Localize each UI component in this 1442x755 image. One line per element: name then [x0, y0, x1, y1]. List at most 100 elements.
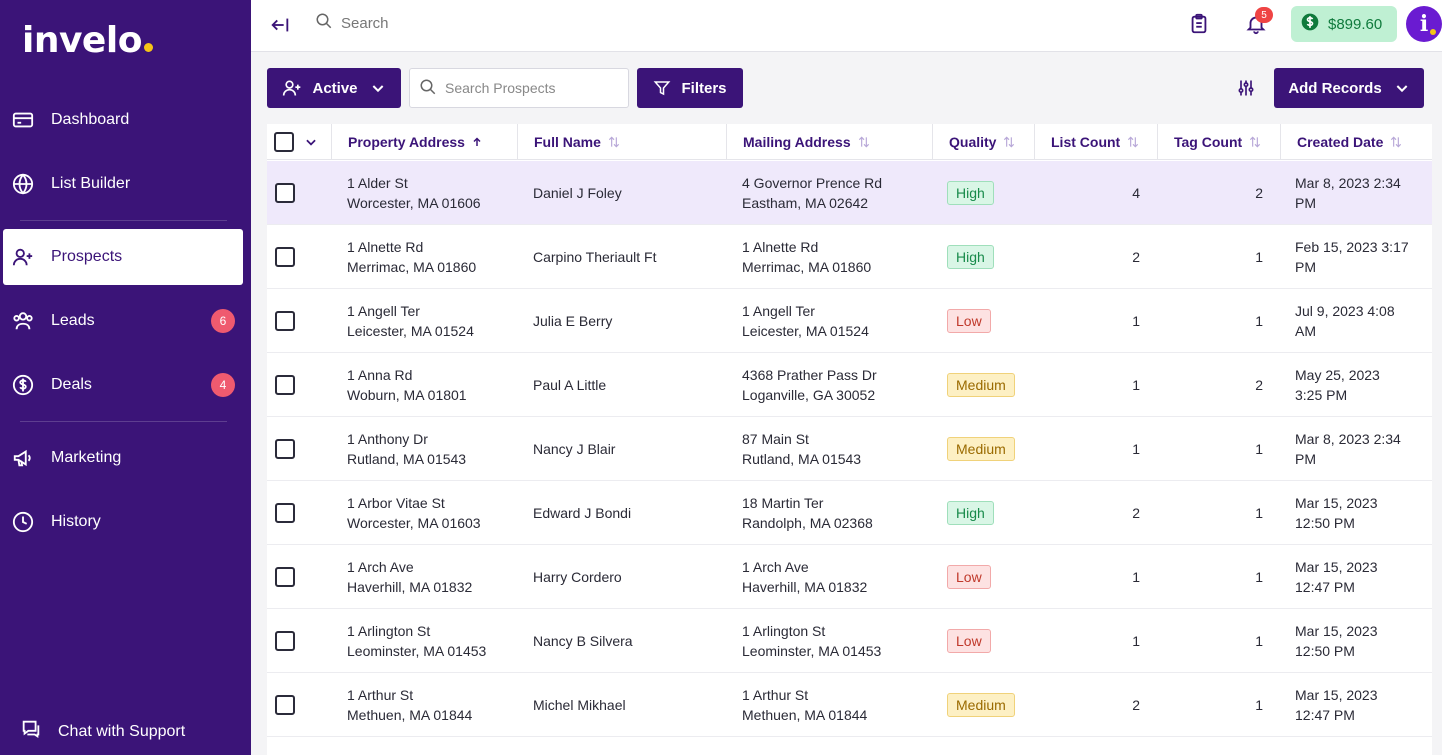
property-address-cell[interactable]: 1 Arthur St Methuen, MA 01844	[347, 673, 517, 737]
property-address-cell[interactable]: 1 Anna Rd Woburn, MA 01801	[347, 353, 517, 417]
brand-logo[interactable]: invelo	[22, 20, 153, 61]
quality-cell: Low	[947, 289, 1047, 353]
column-header-created-date[interactable]: Created Date	[1280, 124, 1432, 160]
row-checkbox[interactable]	[275, 631, 295, 651]
sidebar-item-deals[interactable]: Deals 4	[3, 357, 243, 413]
property-address-cell[interactable]: 1 Angell Ter Leicester, MA 01524	[347, 289, 517, 353]
row-checkbox[interactable]	[275, 247, 295, 267]
column-header-quality[interactable]: Quality	[932, 124, 1034, 160]
table-row[interactable]: 1 Arthur St Methuen, MA 01844 Michel Mikha…	[267, 673, 1432, 737]
mailing-street: 1 Arthur St	[742, 687, 809, 703]
tag-count-cell: 2	[1170, 353, 1263, 417]
user-avatar[interactable]: i	[1406, 6, 1442, 42]
full-name: Paul A Little	[533, 377, 607, 393]
property-street: 1 Arch Ave	[347, 559, 414, 575]
row-checkbox[interactable]	[275, 439, 295, 459]
property-address-cell[interactable]: 1 Arlington St Leominster, MA 01453	[347, 609, 517, 673]
select-all-checkbox[interactable]	[274, 132, 294, 152]
sidebar-item-leads[interactable]: Leads 6	[3, 293, 243, 349]
chevron-down-icon[interactable]	[304, 135, 318, 149]
list-count-cell: 1	[1047, 609, 1140, 673]
filters-button[interactable]: Filters	[637, 68, 743, 108]
full-name-cell[interactable]: Michel Mikhael	[533, 673, 723, 737]
mailing-city: Leicester, MA 01524	[742, 323, 869, 339]
sidebar-item-label: List Builder	[51, 175, 131, 192]
list-count: 4	[1132, 185, 1140, 201]
quality-badge: Low	[947, 629, 991, 653]
table-row[interactable]: 1 Arch Ave Haverhill, MA 01832 Harry Corde…	[267, 545, 1432, 609]
created-date: Mar 15, 2023	[1295, 495, 1378, 511]
row-checkbox-cell	[275, 481, 295, 545]
created-time: PM	[1295, 195, 1316, 211]
leads-count-badge: 6	[211, 309, 235, 333]
full-name-cell[interactable]: Paul A Little	[533, 353, 723, 417]
add-records-button[interactable]: Add Records	[1274, 68, 1424, 108]
full-name-cell[interactable]: Nancy B Silvera	[533, 609, 723, 673]
column-header-list-count[interactable]: List Count	[1034, 124, 1157, 160]
list-count-cell: 2	[1047, 673, 1140, 737]
created-time: 12:50 PM	[1295, 515, 1355, 531]
property-address-cell[interactable]: 1 Arch Ave Haverhill, MA 01832	[347, 545, 517, 609]
full-name-cell[interactable]: Harry Cordero	[533, 545, 723, 609]
property-address-cell[interactable]: 1 Arbor Vitae St Worcester, MA 01603	[347, 481, 517, 545]
column-header-full-name[interactable]: Full Name	[517, 124, 726, 160]
status-filter-dropdown[interactable]: Active	[267, 68, 401, 108]
column-header-tag-count[interactable]: Tag Count	[1157, 124, 1280, 160]
row-checkbox[interactable]	[275, 183, 295, 203]
property-address-cell[interactable]: 1 Alder St Worcester, MA 01606	[347, 161, 517, 225]
table-row[interactable]: 1 Angell Ter Leicester, MA 01524 Julia E B…	[267, 289, 1432, 353]
tag-count: 1	[1255, 441, 1263, 457]
chat-with-support-button[interactable]: Chat with Support	[20, 718, 185, 745]
property-street: 1 Arbor Vitae St	[347, 495, 445, 511]
full-name: Julia E Berry	[533, 313, 613, 329]
property-address-cell[interactable]: 1 Anthony Dr Rutland, MA 01543	[347, 417, 517, 481]
table-row[interactable]: 1 Anthony Dr Rutland, MA 01543 Nancy J Bla…	[267, 417, 1432, 481]
full-name-cell[interactable]: Nancy J Blair	[533, 417, 723, 481]
prospect-search-input[interactable]: Search Prospects	[409, 68, 629, 108]
arrow-left-bar-icon	[271, 18, 289, 32]
column-header-mailing-address[interactable]: Mailing Address	[726, 124, 932, 160]
property-street: 1 Alnette Rd	[347, 239, 424, 255]
table-row[interactable]: 1 Arlington St Leominster, MA 01453 Nancy …	[267, 609, 1432, 673]
full-name-cell[interactable]: Carpino Theriault Ft	[533, 225, 723, 289]
list-count: 2	[1132, 505, 1140, 521]
column-header-property-address[interactable]: Property Address	[331, 124, 517, 160]
created-time: PM	[1295, 259, 1316, 275]
account-balance[interactable]: $899.60	[1291, 6, 1397, 42]
column-settings-button[interactable]	[1236, 78, 1256, 103]
full-name-cell[interactable]: Daniel J Foley	[533, 161, 723, 225]
collapse-sidebar-button[interactable]	[269, 14, 291, 36]
global-search-input[interactable]: Search	[315, 12, 389, 34]
row-checkbox[interactable]	[275, 567, 295, 587]
sidebar-item-dashboard[interactable]: Dashboard	[3, 92, 243, 148]
full-name: Carpino Theriault Ft	[533, 249, 657, 265]
property-city: Worcester, MA 01606	[347, 195, 481, 211]
list-count: 1	[1132, 313, 1140, 329]
sidebar-item-label: History	[51, 513, 101, 530]
tag-count-cell: 1	[1170, 545, 1263, 609]
sidebar-item-list-builder[interactable]: List Builder	[3, 156, 243, 212]
property-street: 1 Angell Ter	[347, 303, 420, 319]
mailing-city: Leominster, MA 01453	[742, 643, 882, 659]
notifications-button[interactable]: 5	[1245, 7, 1273, 40]
property-street: 1 Arlington St	[347, 623, 431, 639]
sidebar-item-history[interactable]: History	[3, 494, 243, 550]
row-checkbox[interactable]	[275, 311, 295, 331]
row-checkbox[interactable]	[275, 375, 295, 395]
top-bar: Search 5 $899.60 i	[251, 0, 1442, 52]
table-row[interactable]: 1 Arbor Vitae St Worcester, MA 01603 Edwar…	[267, 481, 1432, 545]
row-checkbox[interactable]	[275, 503, 295, 523]
sidebar-item-prospects[interactable]: Prospects	[3, 229, 243, 285]
full-name-cell[interactable]: Edward J Bondi	[533, 481, 723, 545]
table-row[interactable]: 1 Anna Rd Woburn, MA 01801 Paul A Little 43…	[267, 353, 1432, 417]
tag-count-cell: 1	[1170, 673, 1263, 737]
table-row[interactable]: 1 Alnette Rd Merrimac, MA 01860 Carpino Th…	[267, 225, 1432, 289]
balance-amount: $899.60	[1328, 15, 1383, 33]
column-header-label: Tag Count	[1174, 134, 1243, 150]
row-checkbox[interactable]	[275, 695, 295, 715]
sidebar-item-marketing[interactable]: Marketing	[3, 430, 243, 486]
full-name-cell[interactable]: Julia E Berry	[533, 289, 723, 353]
property-address-cell[interactable]: 1 Alnette Rd Merrimac, MA 01860	[347, 225, 517, 289]
clipboard-button[interactable]	[1188, 13, 1210, 40]
table-row[interactable]: 1 Alder St Worcester, MA 01606 Daniel J Fo…	[267, 161, 1432, 225]
